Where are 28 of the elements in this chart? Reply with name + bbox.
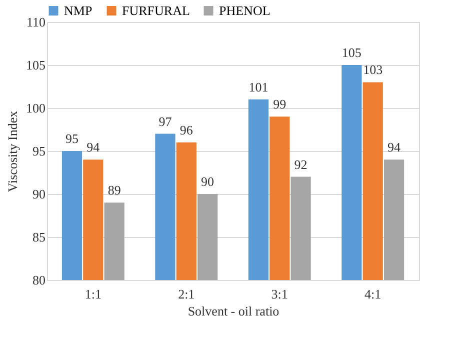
legend-label: PHENOL <box>219 2 270 18</box>
y-tick-label: 80 <box>32 272 46 288</box>
y-tick-label: 110 <box>26 14 46 30</box>
y-tick-label: 100 <box>26 100 46 116</box>
legend-label: NMP <box>64 2 92 18</box>
data-label: 99 <box>273 96 286 112</box>
y-axis-title: Viscosity Index <box>5 110 20 192</box>
data-label: 95 <box>65 131 78 146</box>
x-tick-label: 4:1 <box>364 286 382 302</box>
x-tick-label: 2:1 <box>178 286 195 302</box>
legend-label: FURFURAL <box>122 2 190 18</box>
y-tick-label: 95 <box>32 144 46 158</box>
data-label: 105 <box>342 45 362 60</box>
data-label: 92 <box>294 156 308 172</box>
data-label: 97 <box>158 114 172 129</box>
y-tick-label: 85 <box>32 230 46 244</box>
data-label: 94 <box>388 140 402 155</box>
data-label: 103 <box>363 62 383 78</box>
data-label: 96 <box>180 122 194 138</box>
data-label: 90 <box>201 174 214 189</box>
x-tick-label: 3:1 <box>271 286 288 302</box>
data-label: 94 <box>86 140 100 155</box>
x-axis-title: Solvent - oil ratio <box>188 304 280 318</box>
x-tick-label: 1:1 <box>84 286 102 302</box>
data-label: 89 <box>108 182 121 198</box>
data-label: 101 <box>248 79 268 94</box>
y-tick-label: 90 <box>32 186 46 202</box>
y-tick-label: 105 <box>26 58 46 72</box>
